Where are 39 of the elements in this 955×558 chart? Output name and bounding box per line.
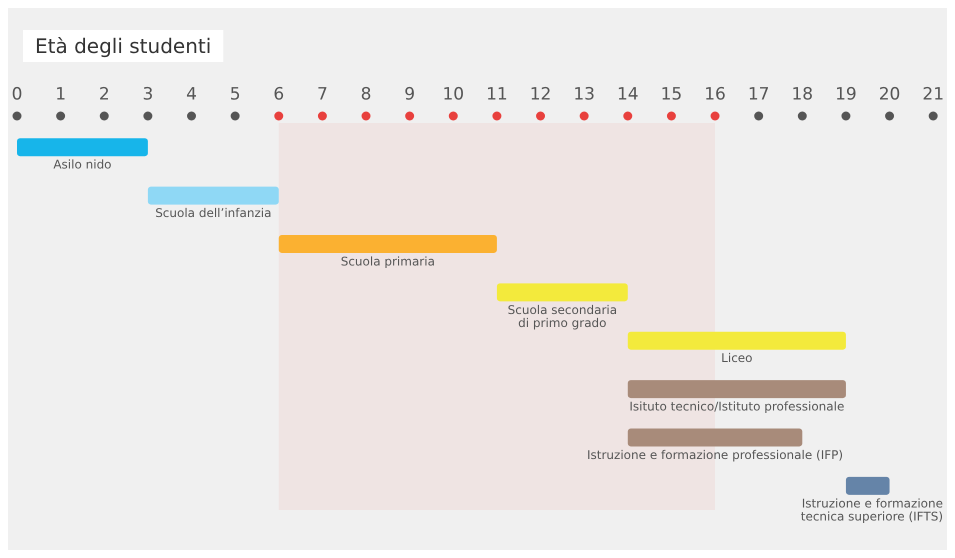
x-tick-label: 13	[573, 84, 595, 104]
x-tick-label: 11	[486, 84, 508, 104]
x-tick-label: 14	[616, 84, 639, 104]
annotation: Scuola primaria	[340, 254, 435, 268]
annotation: Liceo	[721, 351, 753, 366]
annotation: Istruzione e formazione tecnica superiore (IFTS)	[800, 496, 943, 524]
bar	[496, 283, 628, 302]
x-tick-label: 17	[748, 84, 770, 104]
x-tick-label: 4	[186, 84, 197, 104]
annotation: Scuola dell’infanzia	[155, 206, 272, 220]
bar	[148, 186, 279, 205]
annotation: Asilo nido	[53, 158, 112, 172]
x-tick-label: 20	[878, 84, 900, 104]
annotation: Istruzione e formazione professionale (IFP)	[587, 448, 844, 462]
x-tick-label: 0	[12, 84, 22, 104]
x-tick-label: 2	[98, 84, 110, 104]
x-tick-label: 6	[273, 84, 284, 104]
x-tick-label: 15	[660, 84, 682, 104]
x-tick-label: 5	[230, 84, 241, 104]
x-tick-label: 7	[316, 84, 328, 104]
x-tick-label: 8	[360, 84, 372, 104]
x-tick-label: 1	[55, 84, 66, 104]
x-tick-label: 9	[404, 84, 416, 104]
annotation: Isituto tecnico/Istituto professionale	[629, 400, 844, 414]
x-tick-label: 3	[142, 84, 154, 104]
x-tick-label: 16	[704, 84, 726, 104]
x-tick-label: 10	[442, 84, 464, 104]
bar	[628, 428, 802, 446]
annotation: Scuola secondaria di primo grado	[508, 302, 618, 330]
x-tick-label: 18	[791, 84, 814, 104]
bar	[278, 234, 497, 253]
x-tick-label: 12	[530, 84, 552, 104]
bar	[846, 476, 890, 495]
x-tick-label: 19	[835, 84, 857, 104]
bar	[628, 332, 846, 350]
bar	[17, 138, 148, 156]
chart-title: Età degli studenti	[35, 34, 212, 58]
x-tick-label: 21	[922, 84, 944, 104]
bar	[628, 380, 846, 398]
